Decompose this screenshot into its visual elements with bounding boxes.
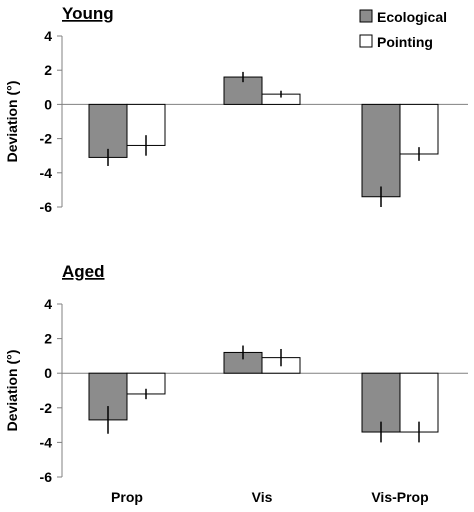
bar-ecological-prop — [88, 103, 128, 158]
y-tick-label: 4 — [44, 28, 52, 44]
y-axis-label: Deviation (°) — [4, 350, 20, 432]
y-axis-label: Deviation (°) — [4, 81, 20, 163]
y-tick-label: 2 — [44, 62, 52, 78]
legend-label-ecological: Ecological — [377, 9, 447, 25]
y-tick-label: 0 — [44, 365, 52, 381]
y-tick-label: -4 — [40, 165, 53, 181]
category-label-vis-prop: Vis-Prop — [371, 489, 428, 505]
legend-swatch-pointing — [359, 34, 373, 48]
aged-panel: Aged -6 -4 -2 0 2 4 Deviation (°) Prop Vis Vis-Pro… — [4, 262, 468, 505]
legend: Ecological Pointing — [359, 9, 447, 50]
y-tick-label: 2 — [44, 331, 52, 347]
category-label-vis: Vis — [252, 489, 273, 505]
panel-title: Young — [62, 4, 114, 23]
legend-label-pointing: Pointing — [377, 34, 433, 50]
y-tick-label: -2 — [40, 131, 53, 147]
bar-pointing-vis-prop — [399, 103, 439, 155]
y-tick-label: -6 — [40, 469, 53, 485]
y-tick-label: -2 — [40, 400, 53, 416]
bar-ecological-vis-prop — [361, 103, 401, 198]
y-tick-label: 0 — [44, 96, 52, 112]
young-panel: Young -6 -4 -2 0 2 4 Deviation (°) Ecological Poi… — [4, 4, 468, 215]
legend-swatch-ecological — [359, 9, 373, 23]
y-tick-label: 4 — [44, 296, 52, 312]
y-tick-label: -4 — [40, 434, 53, 450]
category-label-prop: Prop — [111, 489, 143, 505]
y-tick-label: -6 — [40, 199, 53, 215]
panel-title: Aged — [62, 262, 105, 281]
